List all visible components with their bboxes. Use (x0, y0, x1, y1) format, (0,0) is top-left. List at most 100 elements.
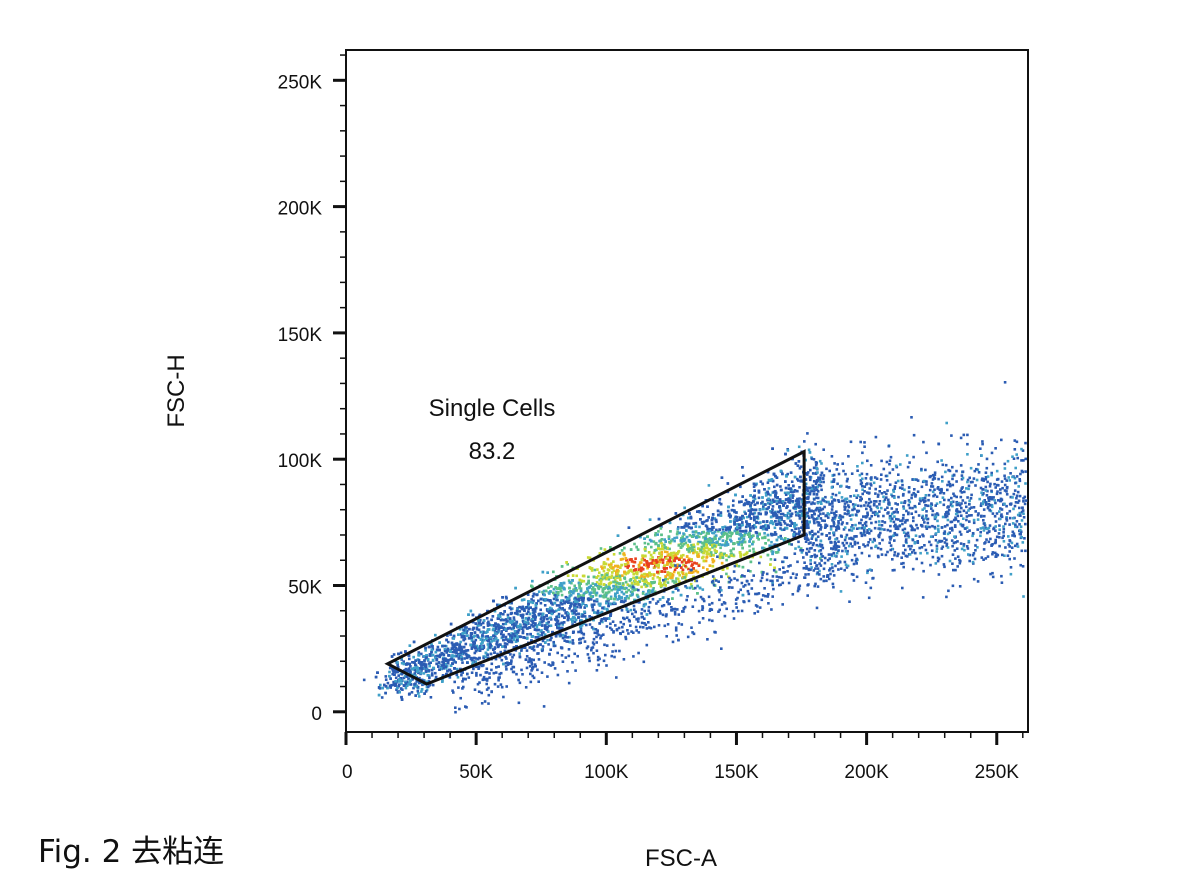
event-dot (819, 557, 822, 560)
event-dot (485, 617, 489, 620)
event-dot (392, 670, 395, 673)
event-dot (522, 636, 525, 639)
event-dot (793, 490, 796, 493)
event-dot (639, 566, 643, 570)
event-dot (535, 625, 539, 629)
event-dot (587, 579, 590, 583)
event-dot (750, 501, 753, 505)
event-dot (789, 494, 792, 498)
event-dot (469, 643, 473, 647)
event-dot (429, 696, 433, 699)
event-dot (704, 540, 707, 543)
event-dot (530, 600, 533, 604)
event-dot (821, 477, 825, 480)
event-dot (655, 548, 658, 552)
event-dot (450, 655, 454, 659)
event-dot (515, 612, 519, 615)
event-dot (437, 661, 441, 664)
event-dot (793, 475, 797, 479)
event-dot (574, 596, 577, 600)
event-dot (643, 558, 646, 562)
event-dot (532, 621, 535, 625)
event-dot (574, 587, 578, 590)
event-dot (510, 632, 513, 635)
event-dot (653, 590, 657, 594)
event-dot (453, 667, 456, 670)
plot-frame (345, 49, 1029, 733)
event-dot (782, 504, 785, 507)
event-dot (748, 535, 752, 538)
event-dot (710, 553, 714, 557)
event-dot (667, 560, 671, 564)
event-dot (705, 552, 709, 556)
event-dot (658, 577, 662, 580)
event-dot (396, 670, 399, 673)
event-dot (604, 572, 607, 576)
event-dot (563, 601, 566, 605)
event-dot (673, 559, 676, 563)
event-dot (469, 634, 473, 638)
event-dot (383, 683, 386, 687)
event-dot (394, 676, 398, 680)
event-dot (443, 648, 447, 651)
event-dot (677, 549, 681, 553)
event-dot (738, 527, 742, 530)
event-dot (666, 546, 669, 550)
event-dot (586, 587, 589, 590)
event-dot (417, 653, 420, 657)
event-dot (485, 667, 489, 671)
event-dot (456, 676, 460, 679)
event-dot (486, 609, 489, 613)
event-dot (661, 561, 665, 564)
event-dot (753, 489, 756, 492)
event-dot (730, 554, 733, 557)
event-dot (453, 651, 457, 654)
event-dot (571, 620, 574, 623)
event-dot (485, 637, 488, 640)
event-dot (791, 490, 794, 494)
event-dot (643, 583, 646, 586)
event-dot (586, 556, 590, 559)
event-dot (518, 610, 522, 613)
event-dot (618, 574, 622, 578)
event-dot (791, 499, 795, 503)
event-dot (671, 579, 675, 583)
event-dot (434, 656, 437, 660)
event-dot (795, 523, 798, 527)
event-dot (474, 649, 478, 653)
event-dot (568, 640, 572, 644)
event-dot (546, 638, 549, 642)
event-dot (644, 546, 647, 549)
event-dot (466, 661, 469, 664)
event-dot (708, 538, 711, 541)
event-dot (753, 518, 756, 522)
event-dot (585, 617, 588, 621)
event-dot (634, 557, 637, 560)
event-dot (412, 655, 415, 659)
event-dot (460, 650, 463, 653)
event-dot (713, 530, 717, 534)
event-dot (616, 534, 620, 537)
event-dot (623, 597, 627, 600)
event-dot (792, 484, 795, 488)
event-dot (819, 528, 822, 531)
event-dot (540, 624, 544, 627)
event-dot (568, 598, 571, 602)
event-dot (582, 594, 585, 597)
event-dot (794, 510, 798, 514)
event-dot (732, 542, 735, 546)
event-dot (466, 672, 469, 676)
event-dot (392, 653, 396, 656)
event-dot (762, 546, 766, 550)
event-dot (753, 503, 757, 506)
event-dot (431, 683, 435, 687)
event-dot (643, 563, 646, 566)
event-dot (692, 575, 695, 579)
event-dot (606, 572, 609, 575)
event-dot (531, 608, 535, 611)
event-dot (576, 605, 579, 609)
event-dot (748, 540, 751, 543)
event-dot (788, 509, 792, 513)
event-dot (562, 586, 565, 590)
event-dot (527, 602, 530, 606)
